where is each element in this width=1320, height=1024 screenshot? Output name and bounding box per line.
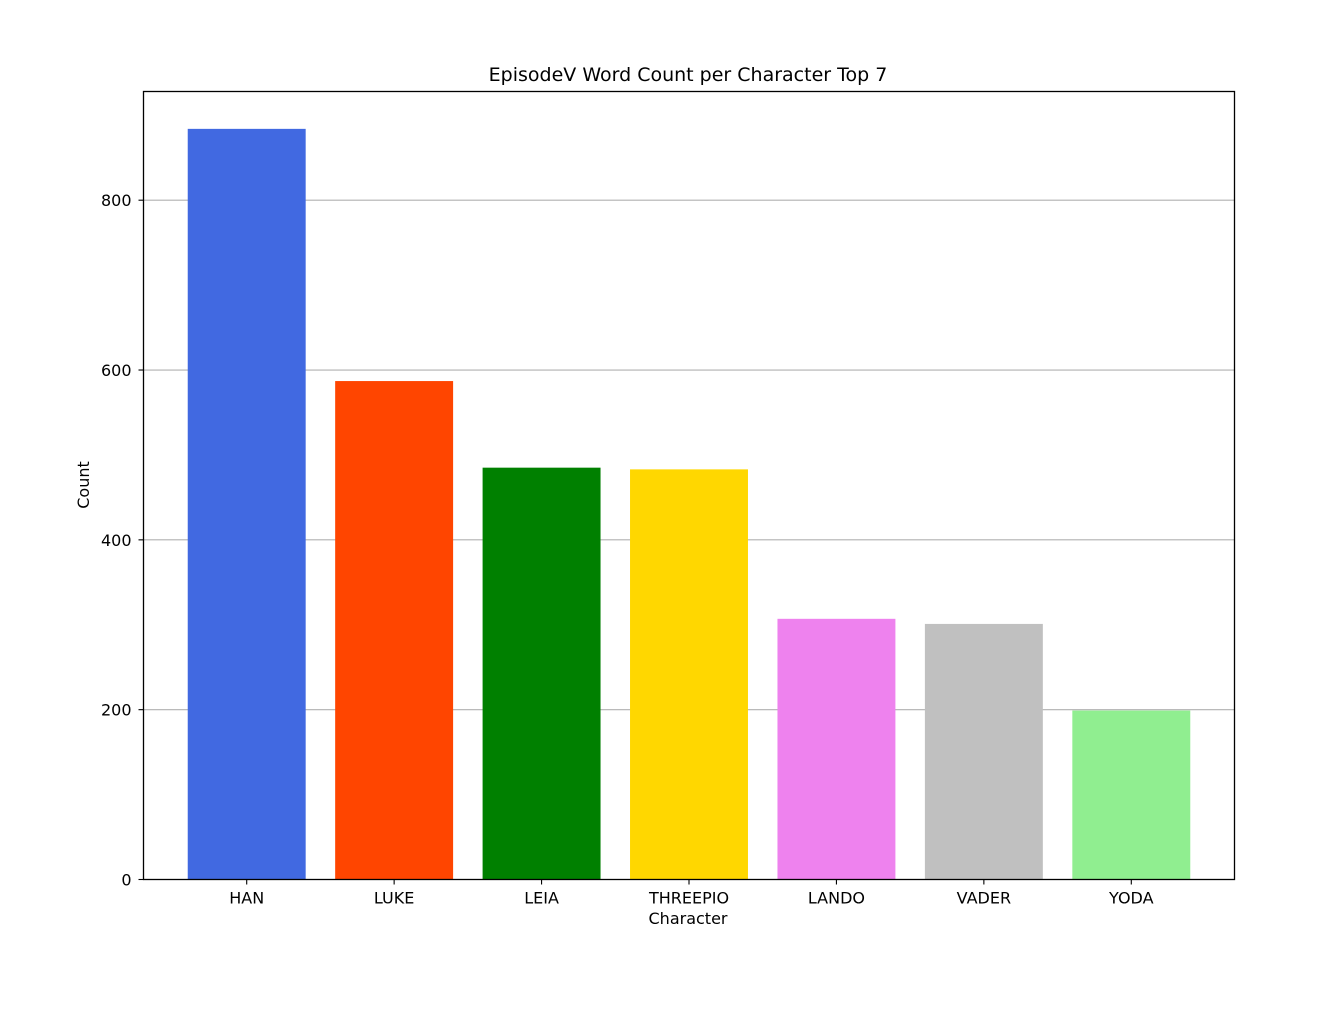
bar-yoda: [1072, 710, 1191, 880]
bar-vader: [924, 623, 1043, 880]
x-tick-label-leia: LEIA: [524, 889, 559, 908]
bar-leia: [482, 467, 601, 880]
bar-luke: [335, 381, 454, 880]
x-tick-label-threepio: THREEPIO: [648, 889, 729, 908]
x-tick-label-lando: LANDO: [808, 889, 865, 908]
bars: [187, 128, 1191, 880]
y-axis-ticks: 0 200 400 600 800: [101, 191, 144, 890]
x-axis-ticks: HAN LUKE LEIA THREEPIO LANDO VADER YODA: [229, 879, 1154, 908]
x-tick-label-han: HAN: [229, 889, 264, 908]
y-axis-label: Count: [74, 461, 93, 509]
bar-threepio: [630, 469, 748, 880]
bar-lando: [777, 618, 896, 880]
y-tick-label-200: 200: [101, 701, 132, 720]
x-tick-label-yoda: YODA: [1108, 889, 1154, 908]
y-tick-label-800: 800: [101, 191, 132, 210]
chart-title: EpisodeV Word Count per Character Top 7: [489, 64, 888, 86]
y-tick-label-400: 400: [101, 531, 132, 550]
y-tick-label-0: 0: [121, 871, 131, 890]
x-tick-label-luke: LUKE: [374, 889, 414, 908]
bar-han: [187, 128, 306, 880]
x-axis-label: Character: [649, 909, 728, 928]
x-tick-label-vader: VADER: [957, 889, 1011, 908]
y-tick-label-600: 600: [101, 361, 132, 380]
